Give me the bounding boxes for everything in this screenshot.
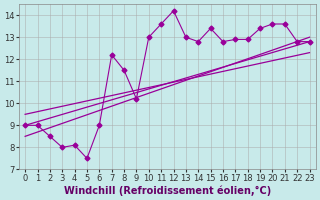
X-axis label: Windchill (Refroidissement éolien,°C): Windchill (Refroidissement éolien,°C): [64, 185, 271, 196]
